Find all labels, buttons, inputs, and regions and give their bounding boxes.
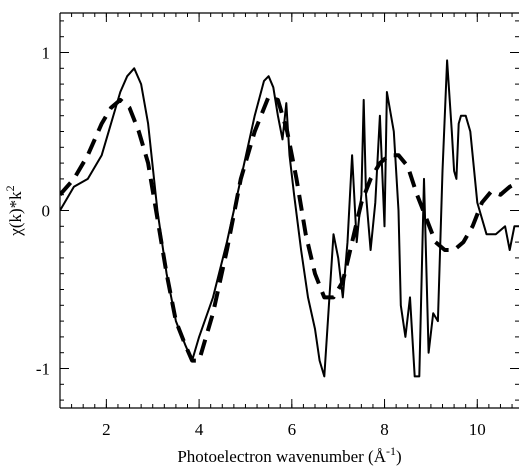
series-line-dashed	[60, 94, 519, 363]
y-tick-label: -1	[36, 360, 50, 379]
y-axis-label-main: χ(k)*k	[6, 191, 25, 237]
x-axis-label-end: )	[396, 447, 402, 466]
major-ticks	[60, 13, 519, 408]
y-tick-label: 1	[42, 44, 51, 63]
y-axis-label: χ(k)*k2	[3, 185, 25, 236]
x-tick-label: 8	[380, 420, 389, 439]
x-axis-label-main: Photoelectron wavenumber (Å	[177, 447, 386, 466]
x-tick-label: 2	[102, 420, 111, 439]
x-tick-label: 10	[469, 420, 486, 439]
x-tick-label: 4	[195, 420, 204, 439]
x-tick-label: 6	[288, 420, 297, 439]
y-axis-label-superscript: 2	[3, 185, 17, 191]
y-tick-label: 0	[42, 202, 51, 221]
series-group	[60, 59, 519, 378]
x-axis-label-superscript: -1	[386, 444, 396, 458]
minor-ticks	[59, 13, 519, 408]
x-axis-label: Photoelectron wavenumber (Å-1)	[177, 444, 401, 466]
